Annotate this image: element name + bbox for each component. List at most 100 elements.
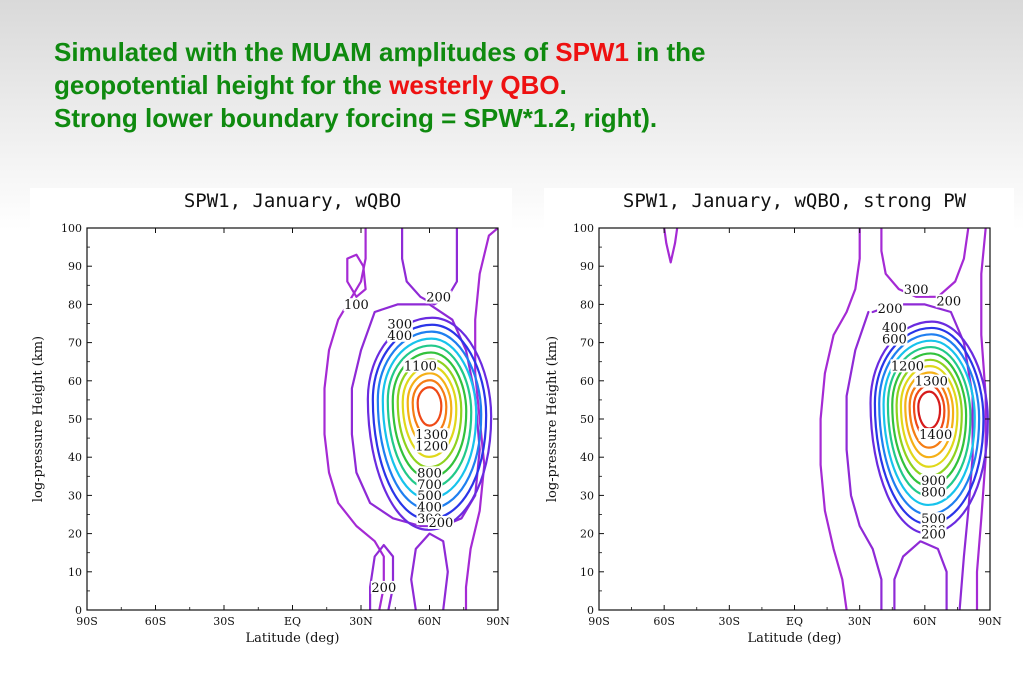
contour-label-bg (877, 302, 904, 316)
contour-label-bg (914, 374, 949, 388)
contour-label-bg (881, 321, 908, 335)
contour-chart-right: SPW1, January, wQBO, strong PW 0 10 20 30 40 5… (544, 188, 1014, 658)
contour-label-bg (403, 359, 438, 373)
y-tick-label: 30 (580, 489, 594, 502)
contour-label: 200 (426, 291, 451, 306)
contour-label-bg (890, 359, 925, 373)
contour-level-1100 (904, 371, 955, 459)
contour-level-200 (410, 532, 449, 610)
title-line-2: geopotential height for the westerly QBO… (54, 69, 984, 102)
contour-level-200 (871, 303, 974, 610)
contour-label-bg (414, 439, 449, 453)
contour-chart-right-svg: SPW1, January, wQBO, strong PW 0 10 20 30 40 5… (545, 190, 1002, 646)
title-line-3: Strong lower boundary forcing = SPW*1.2,… (54, 102, 984, 135)
contour-label: 600 (882, 333, 907, 348)
contour-label: 500 (417, 489, 442, 504)
x-tick-label: 30S (719, 615, 741, 628)
contour-level-100 (323, 228, 385, 610)
contour-label: 400 (387, 329, 412, 344)
y-tick-label: 20 (68, 528, 82, 541)
title-segment: Strong lower boundary forcing = SPW*1.2,… (54, 103, 658, 133)
y-tick-label: 100 (573, 222, 594, 235)
y-tick-label: 90 (68, 260, 82, 273)
y-tick-label: 100 (61, 222, 82, 235)
x-tick-label: 90S (76, 615, 98, 628)
contour-label-bg (386, 317, 413, 331)
contour-level-100 (975, 228, 987, 610)
contour-label: 1100 (404, 359, 437, 374)
contour-level-1200 (908, 377, 950, 449)
contour-label: 1200 (891, 359, 924, 374)
contour-label-bg (881, 332, 908, 346)
x-tick-label: EQ (284, 615, 301, 628)
contour-level-200 (893, 540, 948, 610)
x-tick-label: 60N (913, 615, 937, 628)
contour-label-bg (343, 298, 370, 312)
title-segment: geopotential height for the (54, 70, 390, 100)
contour-label-bg (414, 428, 449, 442)
x-axis-label: Latitude (deg) (748, 631, 842, 646)
contour-label: 400 (417, 501, 442, 516)
x-tick-label: 60S (653, 615, 675, 628)
y-tick-label: 20 (580, 528, 594, 541)
title-highlight-westerly-qbo: westerly QBO (389, 70, 560, 100)
contour-label: 1200 (415, 440, 448, 455)
y-tick-label: 60 (580, 375, 594, 388)
contour-label-bg (920, 473, 947, 487)
x-tick-label: 90N (978, 615, 1002, 628)
contour-label: 200 (429, 516, 454, 531)
y-tick-label: 70 (580, 337, 594, 350)
contour-lines (663, 228, 989, 610)
contour-label-bg (903, 282, 930, 296)
plot-frame (598, 227, 991, 611)
contour-level-100 (663, 228, 679, 264)
contour-label: 900 (921, 474, 946, 489)
slide-title: Simulated with the MUAM amplitudes of SP… (54, 36, 984, 135)
contour-label: 200 (921, 527, 946, 542)
contour-label-bg (920, 512, 947, 526)
y-tick-label: 70 (68, 337, 82, 350)
contour-level-100 (819, 228, 861, 610)
y-tick-label: 80 (580, 298, 594, 311)
chart-title: SPW1, January, wQBO (184, 190, 401, 212)
contour-label: 300 (387, 317, 412, 332)
title-line-1: Simulated with the MUAM amplitudes of SP… (54, 36, 984, 69)
contour-level-1300 (416, 386, 443, 427)
contour-level-1000 (899, 365, 959, 468)
contour-label: 200 (878, 302, 903, 317)
contour-level-600 (882, 339, 976, 507)
contour-label-bg (920, 485, 947, 499)
y-tick-label: 40 (68, 451, 82, 464)
y-tick-label: 50 (68, 413, 82, 426)
x-tick-label: 60S (145, 615, 167, 628)
contour-label: 1300 (915, 375, 948, 390)
contour-label-bg (416, 477, 443, 491)
y-tick-label: 10 (68, 566, 82, 579)
contour-level-1000 (401, 365, 458, 458)
contour-level-100 (346, 253, 367, 298)
x-axis-label: Latitude (deg) (246, 631, 340, 646)
x-tick-label: 90S (588, 615, 610, 628)
contour-label-bg (416, 500, 443, 514)
y-tick-label: 10 (580, 566, 594, 579)
contour-level-100 (880, 228, 970, 298)
contour-label: 400 (882, 321, 907, 336)
x-tick-label: 30N (349, 615, 373, 628)
contour-label-bg (918, 428, 953, 442)
y-tick-label: 90 (580, 260, 594, 273)
contour-label-bg (370, 580, 397, 594)
contour-label: 100 (344, 298, 369, 313)
x-tick-label: EQ (786, 615, 803, 628)
contour-label-bg (425, 290, 452, 304)
y-axis-label: log-pressure Height (km) (545, 336, 560, 502)
contour-lines (323, 228, 498, 610)
y-tick-label: 0 (75, 604, 82, 617)
title-segment: in the (628, 37, 706, 67)
x-tick-label: 30S (213, 615, 235, 628)
x-tick-label: 30N (848, 615, 872, 628)
plot-frame (86, 227, 499, 611)
y-axis-label: log-pressure Height (km) (31, 336, 46, 502)
y-tick-label: 50 (580, 413, 594, 426)
contour-label-bg (935, 294, 962, 308)
contour-label-bg (386, 328, 413, 342)
